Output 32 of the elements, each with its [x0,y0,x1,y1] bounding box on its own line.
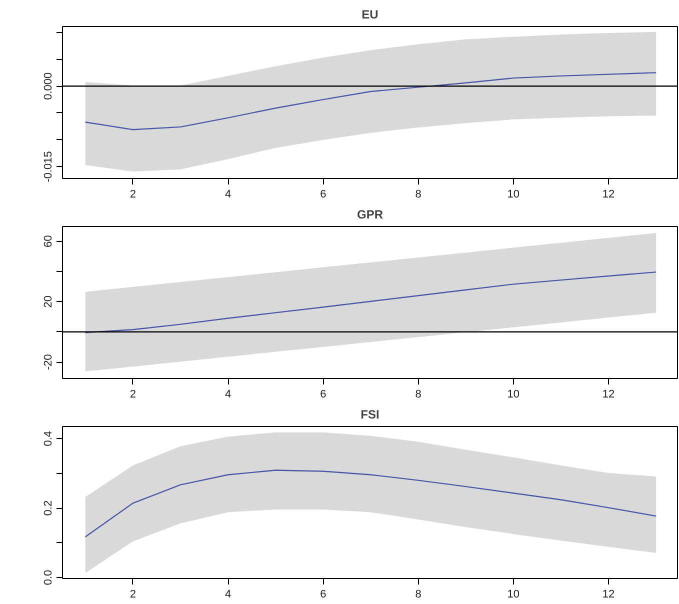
y-tick-label: 60 [42,235,54,248]
x-tick-label: 2 [130,388,136,400]
x-tick-label: 8 [415,588,422,600]
y-tick-label: 0.4 [42,430,54,446]
x-tick-label: 12 [602,588,615,600]
x-tick-label: 4 [224,188,232,200]
y-tick-label: 0.2 [42,500,54,516]
y-tick-label: -20 [42,354,54,370]
chart-title: GPR [357,208,384,222]
x-tick-label: 2 [130,588,136,600]
x-tick-label: 4 [224,388,232,400]
x-tick-label: 10 [507,588,520,600]
y-tick-label: -0.015 [42,151,54,182]
x-tick-label: 8 [415,388,422,400]
x-tick-label: 10 [507,388,520,400]
chart-title: EU [362,8,378,22]
x-tick-label: 6 [320,188,326,200]
line-series [84,470,657,538]
x-tick-label: 12 [602,388,615,400]
chart-title: FSI [360,408,380,422]
x-tick-label: 2 [130,188,136,200]
y-tick-label: 0.000 [42,72,54,100]
x-tick-label: 10 [507,188,520,200]
x-tick-label: 6 [320,588,326,600]
y-tick-label: 20 [42,296,54,308]
x-tick-label: 6 [320,388,326,400]
y-tick-label: 0.0 [42,570,54,586]
line-series [84,72,657,130]
line-series [84,271,657,334]
x-tick-label: 8 [415,188,422,200]
x-tick-label: 4 [224,588,232,600]
x-tick-label: 12 [602,188,615,200]
